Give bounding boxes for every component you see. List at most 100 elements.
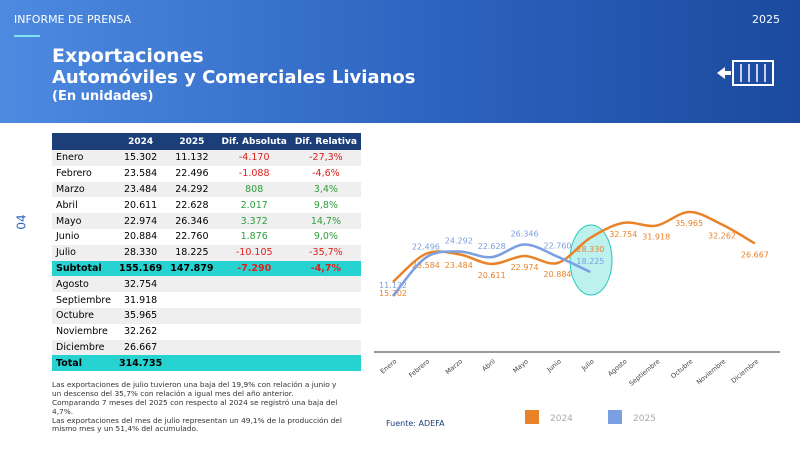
cell: Diciembre	[56, 341, 105, 353]
cell	[166, 276, 217, 292]
x-tick-label: Marzo	[444, 357, 464, 376]
cell: 23.584	[123, 168, 158, 180]
value-label: 22.628	[478, 242, 506, 251]
cell	[166, 355, 217, 371]
cell: 32.754	[123, 278, 158, 290]
cell: -4.170	[238, 152, 270, 164]
value-label: 31.918	[642, 233, 670, 242]
table-row: Febrero 23.584 22.496 -1.088 -4,6%	[52, 165, 361, 182]
unit: (En unidades)	[52, 89, 154, 104]
cell: Junio	[56, 231, 80, 243]
x-tick-label: Abril	[480, 357, 497, 373]
cell: 32.262	[123, 326, 158, 338]
cell: 24.292	[175, 183, 209, 195]
cell: -35,7%	[309, 247, 343, 259]
value-label: 20.611	[478, 271, 506, 280]
table-row: Mayo 22.974 26.346 3.372 14,7%	[52, 213, 361, 229]
cell: 22.496	[175, 168, 209, 180]
x-tick-label: Junio	[545, 357, 563, 374]
table-row: Noviembre 32.262	[52, 323, 361, 340]
cell: Noviembre	[56, 326, 108, 338]
cell: -10.105	[235, 247, 273, 259]
table-row: Octubre 35.965	[52, 307, 361, 324]
cell: 26.346	[175, 215, 209, 227]
value-label: 32.262	[708, 232, 736, 241]
table-row: Total 314.735	[52, 355, 361, 372]
legend-label: 2025	[633, 414, 656, 424]
cell: 20.611	[123, 199, 158, 211]
table-row: Julio 28.330 18.225 -10.105 -35,7%	[52, 244, 361, 261]
table-row: Subtotal 155.169 147.879 -7.290 -4,7%	[52, 260, 361, 277]
cell: -4,6%	[312, 168, 340, 180]
page-number: 04	[14, 214, 29, 230]
cell: 31.918	[123, 294, 158, 306]
note: Las exportaciones del mes de julio repre…	[52, 415, 342, 434]
cell	[218, 355, 291, 371]
series-line	[392, 243, 591, 297]
cell	[291, 276, 361, 292]
cell	[166, 308, 217, 324]
cell: -1.088	[238, 168, 270, 180]
cell	[218, 308, 291, 324]
x-tick-label: Enero	[379, 357, 399, 375]
legend-label: 2024	[550, 414, 573, 424]
value-label: 24.292	[445, 236, 473, 245]
header: INFORME DE PRENSA 2025 Exportaciones Aut…	[0, 0, 800, 123]
cell: 23.484	[123, 183, 158, 195]
source: Fuente: ADEFA	[386, 419, 445, 428]
column-header: Dif. Absoluta	[217, 133, 291, 150]
cell: Subtotal	[56, 262, 102, 274]
highlight	[569, 224, 613, 296]
cell: Septiembre	[56, 294, 111, 306]
table-row: Agosto 32.754	[52, 276, 361, 293]
cell: 147.879	[170, 262, 214, 274]
cell: Agosto	[56, 278, 89, 290]
value-label: 22.974	[511, 263, 539, 272]
cell: -7.290	[237, 262, 272, 274]
cell: Mayo	[56, 215, 82, 227]
value-label: 32.754	[609, 230, 637, 239]
value-label: 22.760	[544, 242, 572, 251]
value-label: 26.667	[741, 250, 769, 259]
cell: Enero	[56, 152, 84, 164]
notes: Las exportaciones de julio tuvieron una …	[52, 380, 342, 434]
value-label: 35.965	[675, 219, 703, 228]
cell: Febrero	[56, 168, 92, 180]
cell: 14,7%	[310, 215, 341, 227]
x-tick-label: Mayo	[511, 357, 530, 374]
cell: 155.169	[118, 262, 163, 274]
header-year: 2025	[752, 13, 780, 26]
legend-swatch	[608, 410, 622, 424]
x-tick-label: Febrero	[407, 357, 431, 379]
table-row: Diciembre 26.667	[52, 339, 361, 356]
table-row: Septiembre 31.918	[52, 292, 361, 308]
cell: 3,4%	[313, 183, 338, 195]
value-label: 18.225	[576, 257, 604, 266]
value-label: 26.346	[511, 230, 539, 239]
table-row: Junio 20.884 22.760 1.876 9,0%	[52, 228, 361, 245]
cell: Octubre	[56, 310, 95, 322]
value-label: 15.302	[379, 289, 407, 298]
accent	[14, 35, 40, 37]
table-row: Abril 20.611 22.628 2.017 9,8%	[52, 197, 361, 214]
column-header: 2025	[166, 133, 218, 150]
data-table: 2024 2025 Dif. Absoluta Dif. Relativa Enero 1…	[52, 133, 361, 372]
header-label: INFORME DE PRENSA	[14, 13, 132, 26]
cell: Marzo	[56, 183, 85, 195]
table-row: Marzo 23.484 24.292 808 3,4%	[52, 181, 361, 198]
series-line	[392, 210, 756, 283]
cell	[291, 355, 361, 371]
cell: 9,0%	[313, 231, 338, 243]
value-label: 23.584	[412, 261, 440, 270]
note: Comparando 7 meses del 2025 con respecto…	[52, 397, 338, 416]
subtitle: Automóviles y Comerciales Livianos	[52, 67, 416, 88]
cell	[166, 324, 217, 340]
cell	[291, 324, 361, 340]
cell: 3.372	[240, 215, 268, 227]
cell: 808	[245, 183, 264, 195]
cell: 26.667	[123, 341, 158, 353]
cell: Total	[56, 357, 82, 369]
legend-swatch	[525, 410, 539, 424]
value-label: 11.132	[379, 281, 407, 290]
cell	[166, 340, 217, 356]
